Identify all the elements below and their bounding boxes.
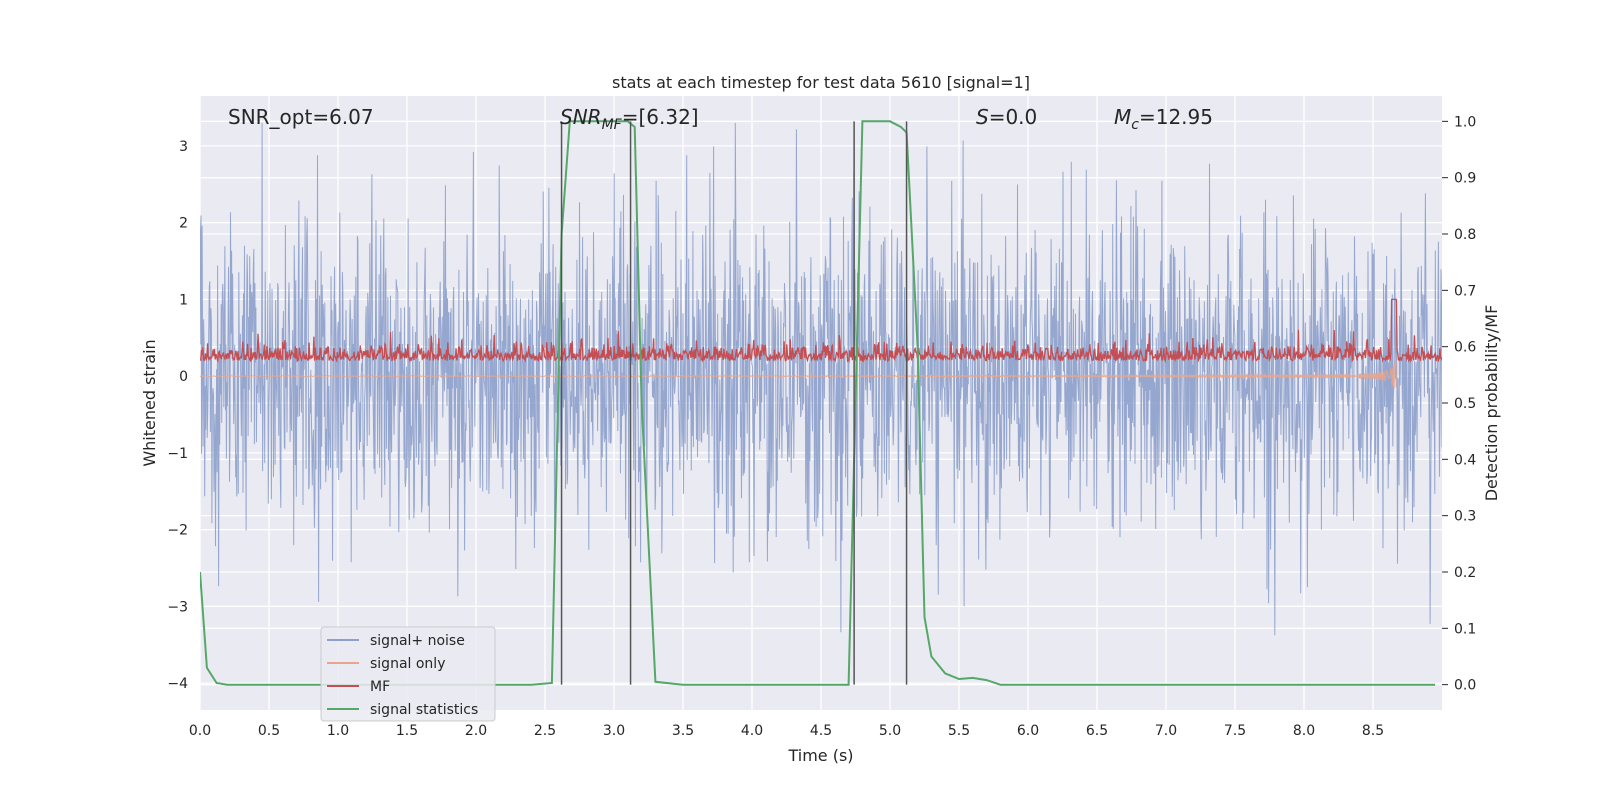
y-tick-label: 2 (179, 216, 188, 232)
legend-box (320, 626, 496, 722)
y-tick-label: 3 (179, 139, 188, 155)
x-tick-label: 0.5 (258, 723, 280, 739)
y-axis-label: Whitened strain (140, 339, 159, 466)
x-tick-label: 4.0 (741, 723, 763, 739)
x-tick-label: 6.0 (1017, 723, 1039, 739)
y-right-tick-label: 0.5 (1454, 396, 1476, 412)
x-tick-label: 4.5 (810, 723, 832, 739)
x-tick-label: 5.5 (948, 723, 970, 739)
legend-label-signal-noise: signal+ noise (370, 633, 465, 649)
y-right-tick-label: 0.9 (1454, 171, 1476, 187)
y-right-tick-label: 0.1 (1454, 621, 1476, 637)
y-tick-label: −2 (167, 523, 188, 539)
y-tick-label: 1 (179, 292, 188, 308)
annotation-mc-sub: c (1131, 117, 1139, 133)
y-right-tick-label: 0.3 (1454, 509, 1476, 525)
y-right-tick-label: 1.0 (1454, 114, 1476, 130)
vertical-markers (560, 121, 908, 685)
y-right-tick-label: 0.7 (1454, 283, 1476, 299)
annotation-s-value: =0.0 (989, 105, 1038, 129)
y-right-tick-label: 0.6 (1454, 340, 1476, 356)
series-mf (200, 298, 1442, 364)
legend-label-signal-statistics: signal statistics (370, 702, 478, 718)
annotation-snr-mf-symbol: SNR (560, 105, 602, 129)
y-right-tick-label: 0.4 (1454, 452, 1476, 468)
annotation-s: S=0.0 (976, 105, 1037, 129)
x-tick-label: 3.5 (672, 723, 694, 739)
y-tick-label: −4 (167, 676, 188, 692)
y-right-tick-label: 0.8 (1454, 227, 1476, 243)
series-signal-only (200, 353, 1397, 389)
annotation-snr-mf-value: =[6.32] (622, 105, 699, 129)
x-tick-label: 1.5 (396, 723, 418, 739)
y-right-tick-label: 0.0 (1454, 678, 1476, 694)
y-right-tick-label: 0.2 (1454, 565, 1476, 581)
x-tick-label: 7.0 (1155, 723, 1177, 739)
annotation-snr-mf-sub: MF (602, 117, 623, 133)
x-axis-ticks: 0.0 0.5 1.0 1.5 2.0 2.5 3.0 3.5 4.0 4.5 5.0 5.5 6.0 6… (189, 723, 1384, 739)
x-tick-label: 1.0 (327, 723, 349, 739)
x-axis-label: Time (s) (787, 746, 853, 765)
y-tick-label: −3 (167, 599, 188, 615)
chart-title: stats at each timestep for test data 561… (612, 73, 1030, 92)
x-tick-label: 8.5 (1362, 723, 1384, 739)
y-axis-ticks: 3 2 1 0 −1 −2 −3 −4 (167, 139, 188, 692)
x-tick-label: 6.5 (1086, 723, 1108, 739)
x-tick-label: 8.0 (1293, 723, 1315, 739)
x-tick-label: 2.0 (465, 723, 487, 739)
legend-label-signal-only: signal only (370, 656, 445, 672)
y-axis-right-ticks: 1.0 0.9 0.8 0.7 0.6 0.5 0.4 0.3 0.2 0.1 0.0 (1442, 114, 1476, 694)
x-tick-label: 2.5 (534, 723, 556, 739)
x-tick-label: 3.0 (603, 723, 625, 739)
annotation-snr-mf: SNRMF=[6.32] (560, 105, 699, 133)
x-tick-label: 7.5 (1224, 723, 1246, 739)
y-tick-label: 0 (179, 369, 188, 385)
annotation-snr-opt: SNR_opt=6.07 (228, 105, 374, 129)
legend-label-mf: MF (370, 679, 390, 695)
legend: signal+ noise signal only MF signal stat… (320, 626, 496, 722)
annotation-mc-symbol: M (1114, 105, 1131, 129)
annotation-s-symbol: S (976, 105, 989, 129)
x-tick-label: 0.0 (189, 723, 211, 739)
annotation-mc-value: =12.95 (1139, 105, 1213, 129)
y-tick-label: −1 (167, 446, 188, 462)
y-axis-right-label: Detection probability/MF (1482, 305, 1501, 502)
annotation-mc: Mc=12.95 (1114, 105, 1213, 133)
x-tick-label: 5.0 (879, 723, 901, 739)
